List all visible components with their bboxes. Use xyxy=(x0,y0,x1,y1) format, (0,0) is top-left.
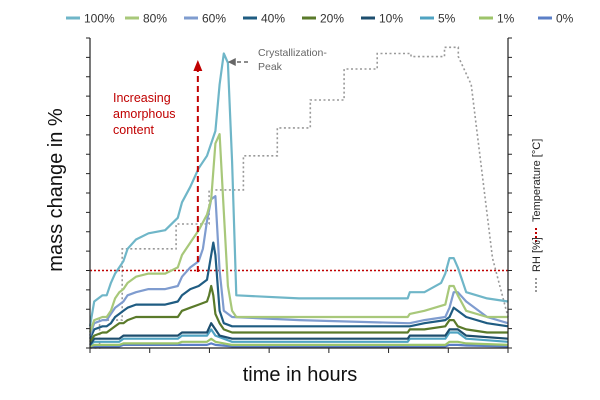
plot-area xyxy=(88,46,509,349)
legend-label-10pct: 10% xyxy=(379,12,403,26)
amorphous-annotation-line: content xyxy=(113,123,155,137)
series-line-0pct xyxy=(89,342,509,349)
amorphous-arrow-head xyxy=(193,60,203,71)
series-line-5pct xyxy=(89,328,509,346)
legend-label-5pct: 5% xyxy=(438,12,456,26)
legend-label-20pct: 20% xyxy=(320,12,344,26)
series-line-10pct xyxy=(89,322,509,346)
legend-label-80pct: 80% xyxy=(143,12,167,26)
x-axis-title: time in hours xyxy=(243,364,358,386)
series-line-40pct xyxy=(88,241,509,340)
legend-label-1pct: 1% xyxy=(497,12,515,26)
legend-label-40pct: 40% xyxy=(261,12,285,26)
amorphous-annotation-line: Increasing xyxy=(113,91,171,105)
series-line-100pct xyxy=(88,52,509,327)
legend-label-60pct: 60% xyxy=(202,12,226,26)
series-line-60pct xyxy=(88,195,509,336)
peak-arrow-head xyxy=(227,58,236,66)
legend-label-0pct: 0% xyxy=(556,12,574,26)
axes xyxy=(86,37,512,353)
amorphous-annotation-line: amorphous xyxy=(113,107,176,121)
legend-label-100pct: 100% xyxy=(84,12,115,26)
legend: 100% 80% 60% 40% 20% 10% 5% 1% 0% xyxy=(66,12,574,26)
annotations: Increasing amorphous content Crystallizatio… xyxy=(113,47,537,292)
series-line-20pct xyxy=(89,284,508,343)
rh-axis-label: RH [%] xyxy=(531,237,543,272)
rh-line xyxy=(90,46,509,349)
peak-annotation-line: Crystallization- xyxy=(258,47,327,59)
temperature-axis-label: Temperature [°C] xyxy=(531,139,543,222)
y-axis-title: mass change in % xyxy=(45,108,67,272)
peak-annotation-line: Peak xyxy=(258,61,283,73)
series-line-1pct xyxy=(89,337,509,348)
series-line-80pct xyxy=(88,133,508,333)
